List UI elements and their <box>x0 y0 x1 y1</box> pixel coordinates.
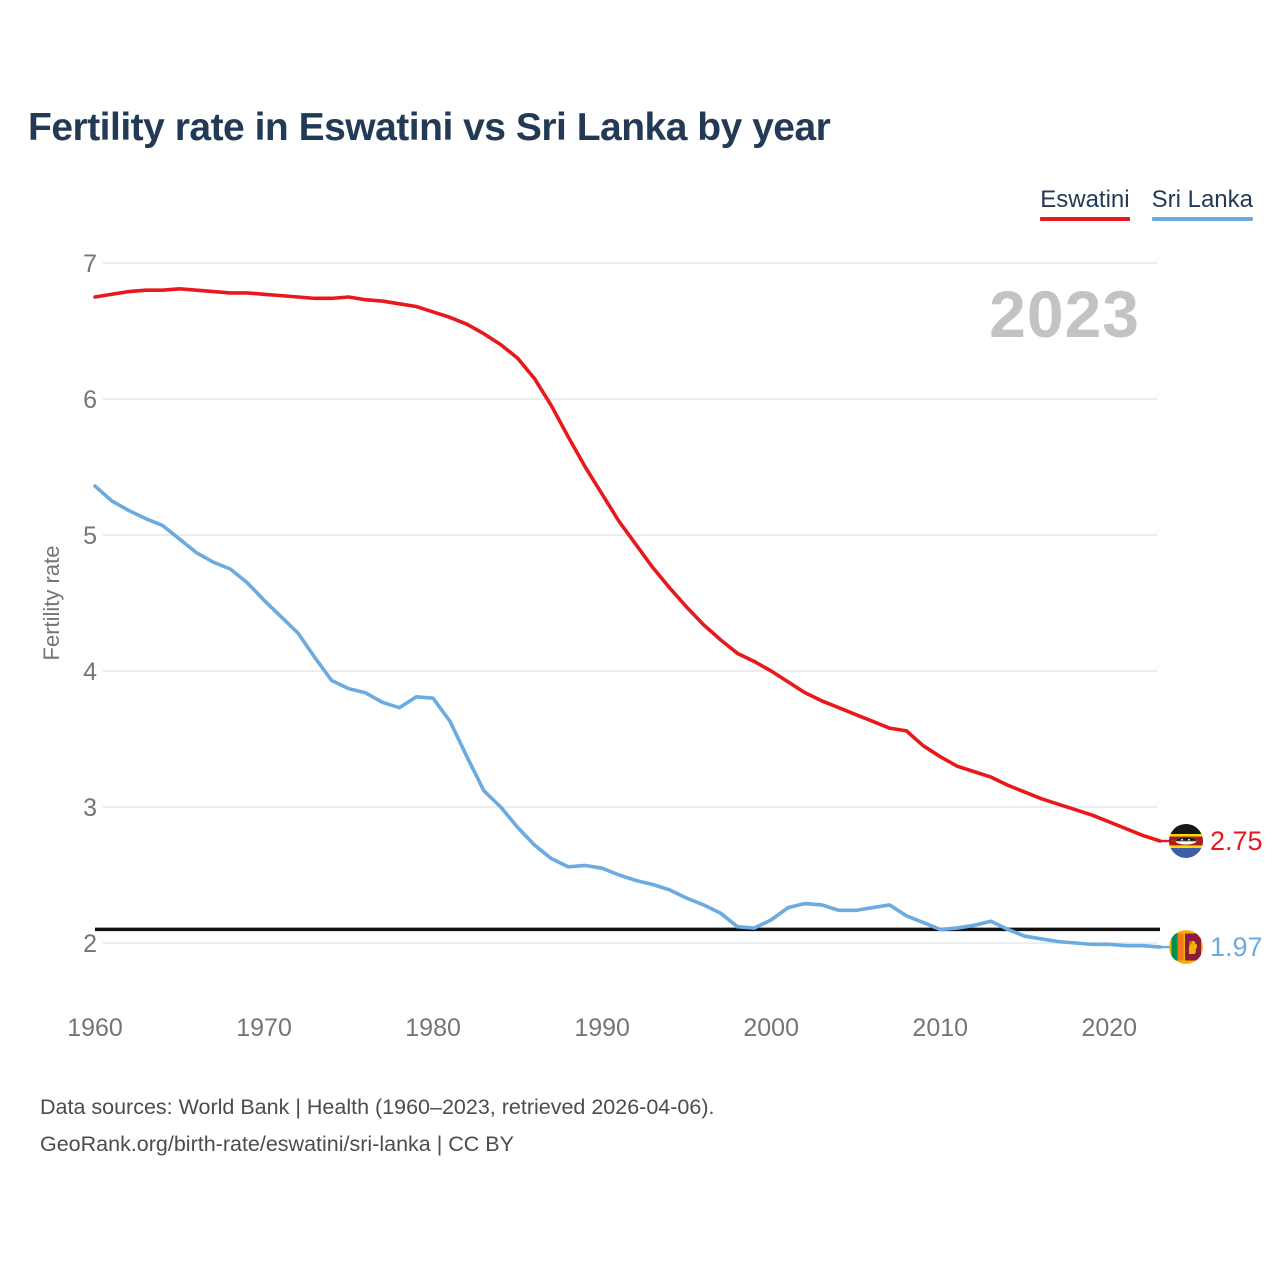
legend-item-sri-lanka[interactable]: Sri Lanka <box>1151 186 1253 221</box>
y-tick-label: 2 <box>83 930 97 958</box>
end-label-eswatini: 2.75 <box>1169 824 1263 858</box>
series-line-eswatini[interactable] <box>93 287 1162 843</box>
y-tick-label: 7 <box>83 250 97 278</box>
x-tick-label: 1980 <box>405 1014 461 1042</box>
data-source-line: Data sources: World Bank | Health (1960–… <box>40 1095 715 1119</box>
legend-swatch-eswatini <box>1040 217 1130 221</box>
y-tick-label: 3 <box>83 794 97 822</box>
x-tick-label: 1960 <box>67 1014 123 1042</box>
source-attribution: Data sources: World Bank | Health (1960–… <box>40 1089 714 1163</box>
chart-title: Fertility rate in Eswatini vs Sri Lanka … <box>28 106 831 149</box>
x-tick-label: 2010 <box>912 1014 968 1042</box>
legend-item-eswatini[interactable]: Eswatini <box>1040 186 1130 221</box>
x-tick-label: 1970 <box>236 1014 292 1042</box>
license-line: GeoRank.org/birth-rate/eswatini/sri-lank… <box>40 1132 514 1156</box>
eswatini-flag-icon <box>1169 824 1203 858</box>
legend-swatch-sri-lanka <box>1151 217 1253 221</box>
end-value-sri-lanka: 1.97 <box>1210 931 1263 962</box>
x-tick-label: 2020 <box>1081 1014 1137 1042</box>
x-tick-label: 1990 <box>574 1014 630 1042</box>
sri-lanka-flag-icon <box>1169 930 1203 965</box>
legend: Eswatini Sri Lanka <box>1040 186 1253 221</box>
series-line-sri-lanka[interactable] <box>93 484 1162 949</box>
legend-label-eswatini: Eswatini <box>1040 186 1130 213</box>
legend-label-sri-lanka: Sri Lanka <box>1151 186 1253 213</box>
y-tick-label: 5 <box>83 522 97 550</box>
x-tick-label: 2000 <box>743 1014 799 1042</box>
y-tick-label: 6 <box>83 386 97 414</box>
end-value-eswatini: 2.75 <box>1210 825 1263 856</box>
end-label-sri-lanka: 1.97 <box>1169 930 1263 965</box>
y-tick-label: 4 <box>83 658 97 686</box>
watermark-year: 2023 <box>989 277 1140 351</box>
